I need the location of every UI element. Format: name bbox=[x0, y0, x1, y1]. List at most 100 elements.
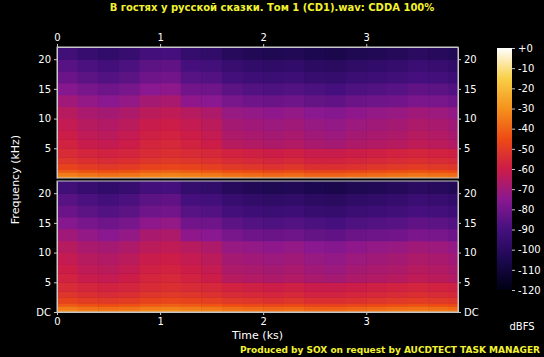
cell bbox=[160, 95, 181, 107]
cell bbox=[407, 71, 428, 83]
cell bbox=[449, 291, 458, 297]
tick-mark bbox=[512, 169, 515, 170]
tick-label: -20 bbox=[518, 83, 534, 94]
cell bbox=[387, 139, 408, 148]
cell bbox=[304, 47, 325, 60]
cell bbox=[428, 95, 449, 107]
cell bbox=[346, 205, 367, 217]
y-axis-left: DC5101520 bbox=[36, 182, 57, 318]
cell bbox=[387, 163, 408, 169]
cell bbox=[407, 303, 428, 306]
cell bbox=[346, 181, 367, 194]
cell bbox=[304, 130, 325, 139]
cell bbox=[284, 282, 305, 291]
cell bbox=[407, 306, 428, 309]
cell bbox=[57, 241, 78, 253]
cell bbox=[222, 264, 243, 273]
x-tick: 0 bbox=[54, 312, 60, 327]
cell bbox=[119, 172, 140, 175]
cell bbox=[119, 139, 140, 148]
y-tick: 5 bbox=[458, 143, 470, 154]
cell bbox=[346, 217, 367, 229]
y-tick: 20 bbox=[458, 54, 477, 65]
cell bbox=[387, 181, 408, 194]
cell bbox=[57, 229, 78, 241]
cell bbox=[119, 291, 140, 297]
cell bbox=[387, 253, 408, 265]
cell bbox=[78, 193, 99, 205]
tick-mark bbox=[57, 44, 58, 47]
cell bbox=[57, 282, 78, 291]
cell bbox=[366, 163, 387, 169]
cell bbox=[428, 264, 449, 273]
cell bbox=[263, 130, 284, 139]
cell bbox=[284, 181, 305, 194]
y-axis-right: DC5101520 bbox=[458, 182, 479, 318]
cell bbox=[160, 241, 181, 253]
cell bbox=[243, 139, 264, 148]
cell bbox=[78, 205, 99, 217]
cell bbox=[346, 172, 367, 175]
cell bbox=[181, 303, 202, 306]
y-tick: 10 bbox=[38, 113, 57, 124]
cell bbox=[284, 83, 305, 95]
cell bbox=[325, 291, 346, 297]
cell bbox=[181, 172, 202, 175]
tick-label: -50 bbox=[518, 144, 534, 155]
cell bbox=[325, 130, 346, 139]
y-tick: 10 bbox=[458, 247, 477, 258]
cell bbox=[263, 59, 284, 71]
tick-mark bbox=[512, 149, 515, 150]
cell bbox=[139, 282, 160, 291]
cell bbox=[139, 157, 160, 163]
cell bbox=[139, 181, 160, 194]
cell bbox=[428, 303, 449, 306]
cell bbox=[346, 291, 367, 297]
tick-label: -100 bbox=[518, 244, 541, 255]
tick-mark bbox=[160, 312, 161, 315]
cell bbox=[181, 306, 202, 309]
cell bbox=[181, 139, 202, 148]
cell bbox=[428, 229, 449, 241]
cell bbox=[263, 282, 284, 291]
cell bbox=[119, 241, 140, 253]
y-tick: 20 bbox=[38, 54, 57, 65]
cell bbox=[201, 83, 222, 95]
cell bbox=[407, 205, 428, 217]
cell bbox=[387, 83, 408, 95]
cell bbox=[284, 217, 305, 229]
cell bbox=[284, 291, 305, 297]
cell bbox=[119, 59, 140, 71]
cell bbox=[284, 59, 305, 71]
chart: В гостях у русской сказки. Том 1 (CD1).w… bbox=[0, 0, 544, 357]
cell bbox=[181, 181, 202, 194]
cell bbox=[160, 297, 181, 303]
cell bbox=[428, 169, 449, 172]
cell bbox=[98, 139, 119, 148]
cell bbox=[263, 163, 284, 169]
cell bbox=[428, 282, 449, 291]
cell bbox=[78, 282, 99, 291]
cell bbox=[304, 273, 325, 282]
cell bbox=[346, 193, 367, 205]
colorbar-label: dBFS bbox=[509, 321, 534, 332]
cell bbox=[387, 205, 408, 217]
cell bbox=[222, 119, 243, 131]
cell bbox=[304, 205, 325, 217]
cell bbox=[139, 229, 160, 241]
cell bbox=[407, 148, 428, 157]
cell bbox=[284, 264, 305, 273]
cell bbox=[366, 130, 387, 139]
cell bbox=[243, 217, 264, 229]
cell bbox=[428, 217, 449, 229]
cell bbox=[181, 297, 202, 303]
cell bbox=[98, 264, 119, 273]
tick-label: -70 bbox=[518, 184, 534, 195]
cell bbox=[222, 297, 243, 303]
y-tick: 15 bbox=[458, 218, 477, 229]
cell bbox=[325, 306, 346, 309]
cell bbox=[366, 282, 387, 291]
cell bbox=[119, 193, 140, 205]
cell bbox=[325, 95, 346, 107]
y-tick: -80 bbox=[512, 204, 534, 215]
